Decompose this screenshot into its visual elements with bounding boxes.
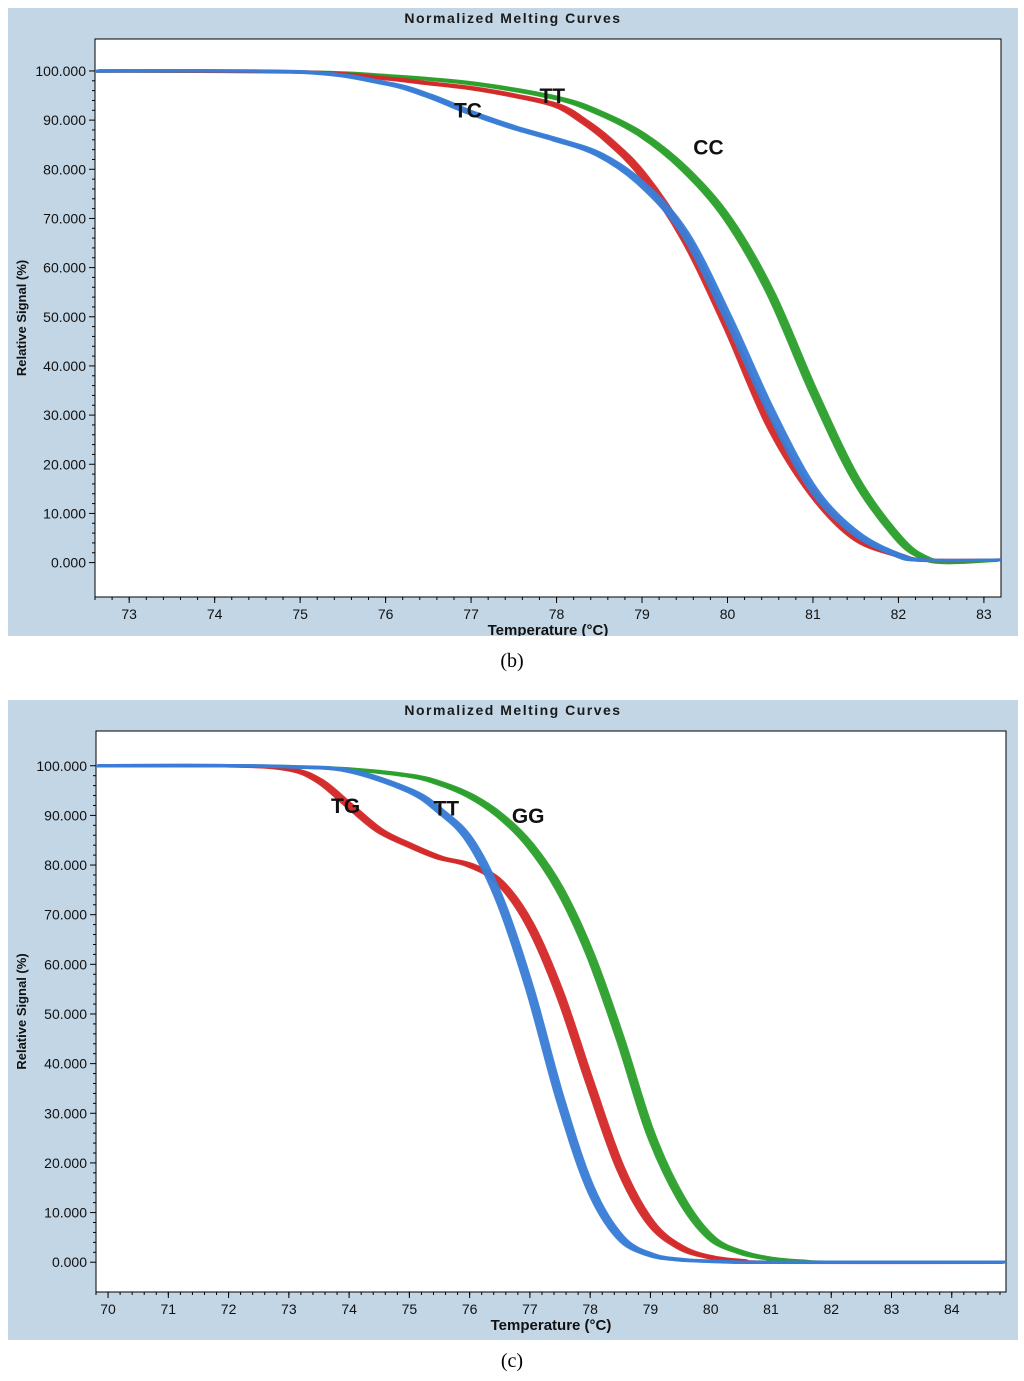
genotype-label-tt: TT: [433, 797, 459, 820]
x-tick-label: 79: [634, 606, 650, 622]
x-tick-label: 72: [221, 1301, 237, 1317]
x-tick-label: 80: [720, 606, 736, 622]
y-tick-label: 100.000: [35, 63, 86, 79]
chart-panel-c: Normalized Melting Curves 0.000 10.000 20.…: [8, 700, 1018, 1340]
x-tick-label: 82: [823, 1301, 839, 1317]
x-tick-label: 79: [643, 1301, 659, 1317]
y-tick-label: 40.000: [43, 358, 86, 374]
y-tick-label: 80.000: [44, 857, 87, 873]
figure-caption-c: (c): [500, 1350, 524, 1372]
series-layer: [95, 69, 1001, 565]
genotype-label-tc: TC: [454, 100, 482, 123]
series-line-cc: [98, 69, 1001, 564]
y-tick-label: 10.000: [43, 505, 86, 521]
genotype-label-tg: TG: [331, 795, 360, 818]
series-line-tc: [98, 69, 1001, 561]
x-axis-label: Temperature (°C): [491, 1317, 612, 1334]
x-tick-label: 80: [703, 1301, 719, 1317]
x-tick-label: 74: [341, 1301, 357, 1317]
genotype-label-cc: CC: [693, 137, 723, 160]
x-tick-label: 70: [100, 1301, 116, 1317]
x-tick-label: 78: [549, 606, 565, 622]
genotype-label-tt: TT: [539, 85, 565, 108]
x-tick-label: 73: [281, 1301, 297, 1317]
x-tick-label: 75: [292, 606, 308, 622]
x-axis: 73 74 75 76 77 78 79 80 81 82 83: [94, 597, 992, 622]
y-tick-label: 30.000: [43, 407, 86, 423]
plot-area: [95, 730, 1007, 1293]
y-tick-label: 20.000: [44, 1155, 87, 1171]
genotype-label-gg: GG: [512, 805, 545, 828]
x-tick-label: 78: [582, 1301, 598, 1317]
y-axis: 0.000 10.000 20.000 30.000 40.000 50.000 60.00…: [35, 63, 95, 571]
figure-caption-b: (b): [500, 650, 524, 672]
x-tick-label: 74: [207, 606, 223, 622]
chart-panel-b: Normalized Melting Curves 0.000 10.000 20.…: [8, 8, 1018, 636]
series-tc: [95, 69, 1001, 563]
y-tick-label: 90.000: [44, 807, 87, 823]
series-tg: [96, 763, 1006, 1265]
x-tick-label: 83: [884, 1301, 900, 1317]
x-tick-label: 77: [522, 1301, 538, 1317]
x-tick-label: 83: [976, 606, 992, 622]
y-tick-label: 30.000: [44, 1105, 87, 1121]
x-axis-label: Temperature (°C): [488, 622, 609, 636]
x-tick-label: 76: [378, 606, 394, 622]
y-tick-label: 50.000: [44, 1006, 87, 1022]
y-axis-label: Relative Signal (%): [14, 953, 29, 1069]
series-line-gg: [99, 763, 1006, 1263]
x-tick-label: 81: [763, 1301, 779, 1317]
series-line-tt: [99, 763, 1006, 1263]
x-tick-label: 75: [402, 1301, 418, 1317]
y-tick-label: 10.000: [44, 1205, 87, 1221]
series-layer: [96, 763, 1006, 1265]
chart-title: Normalized Melting Curves: [404, 10, 622, 26]
series-tt: [96, 763, 1006, 1265]
y-tick-label: 100.000: [36, 758, 87, 774]
x-tick-label: 84: [944, 1301, 960, 1317]
y-tick-label: 80.000: [43, 161, 86, 177]
plot-area: [94, 38, 1002, 598]
y-axis-label: Relative Signal (%): [14, 260, 29, 376]
x-tick-label: 82: [891, 606, 907, 622]
y-tick-label: 90.000: [43, 112, 86, 128]
melting-curve-chart-c: 0.000 10.000 20.000 30.000 40.000 50.000 60.00…: [14, 730, 1007, 1334]
x-tick-label: 76: [462, 1301, 478, 1317]
y-tick-label: 20.000: [43, 456, 86, 472]
melting-curve-chart-b: 0.000 10.000 20.000 30.000 40.000 50.000 60.00…: [14, 38, 1002, 636]
y-tick-label: 60.000: [44, 956, 87, 972]
series-line-tg: [99, 763, 1006, 1263]
y-tick-label: 70.000: [43, 210, 86, 226]
y-tick-label: 60.000: [43, 260, 86, 276]
x-axis: 70 71 72 73 74 75 76 77 78 79 80 81 82 83 84: [95, 1292, 1001, 1317]
y-tick-label: 50.000: [43, 309, 86, 325]
series-cc: [95, 69, 1001, 565]
chart-title: Normalized Melting Curves: [404, 702, 622, 718]
y-tick-label: 70.000: [44, 907, 87, 923]
x-tick-label: 71: [161, 1301, 177, 1317]
x-tick-label: 77: [463, 606, 479, 622]
y-tick-label: 0.000: [51, 555, 86, 571]
x-tick-label: 73: [121, 606, 137, 622]
x-tick-label: 81: [805, 606, 821, 622]
y-tick-label: 0.000: [52, 1254, 87, 1270]
y-axis: 0.000 10.000 20.000 30.000 40.000 50.000 60.00…: [36, 758, 96, 1270]
y-tick-label: 40.000: [44, 1056, 87, 1072]
